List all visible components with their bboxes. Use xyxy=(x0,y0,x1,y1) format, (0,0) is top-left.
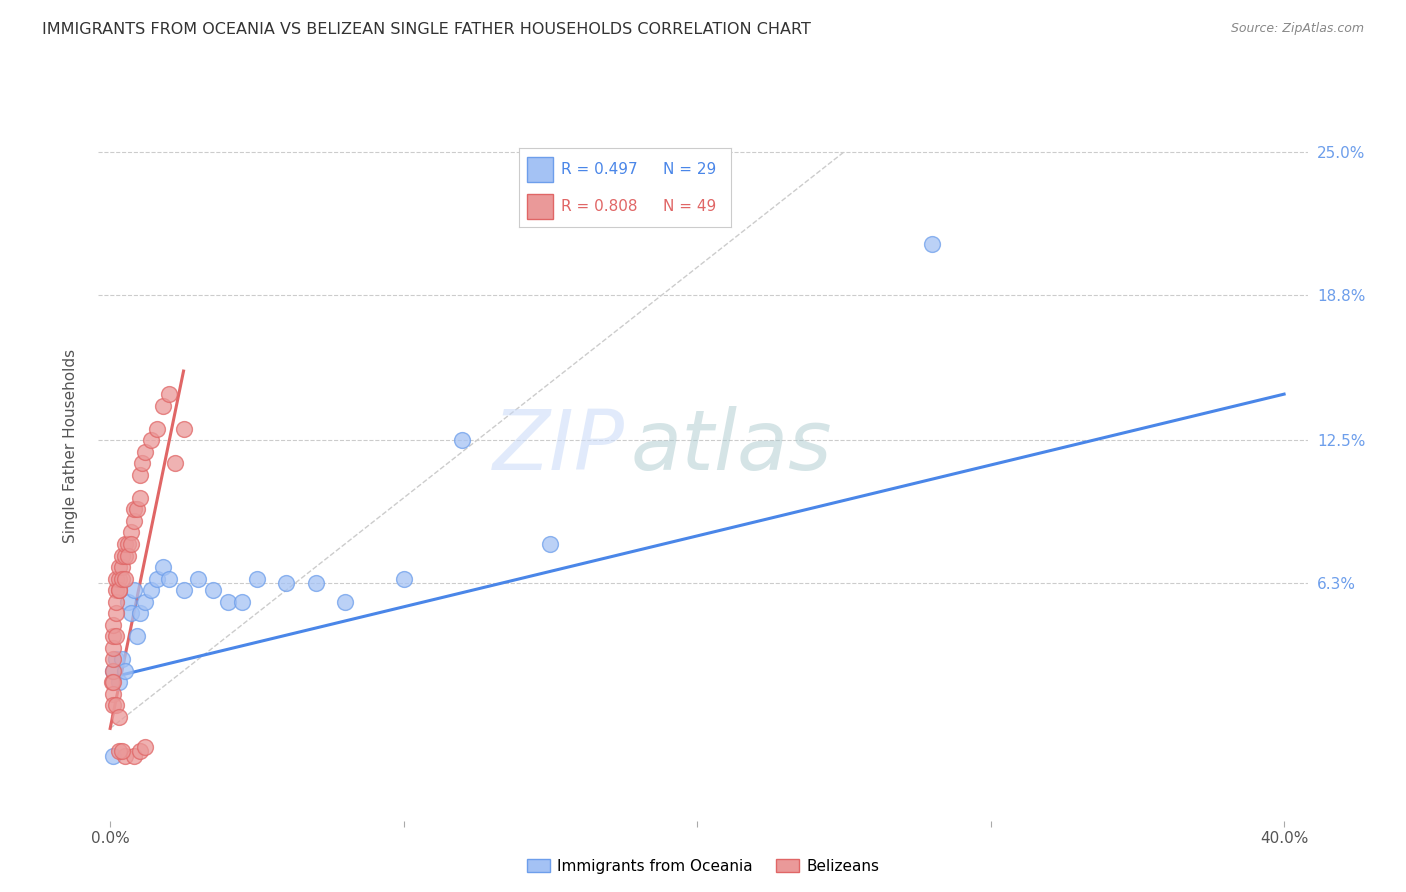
Point xyxy=(231,594,253,608)
Point xyxy=(101,675,124,690)
Point xyxy=(122,749,145,764)
Point xyxy=(392,572,415,586)
Point xyxy=(111,652,134,666)
Point xyxy=(125,502,148,516)
Point xyxy=(131,456,153,470)
Point xyxy=(146,422,169,436)
Point xyxy=(128,467,150,482)
Point xyxy=(120,537,142,551)
Legend: Immigrants from Oceania, Belizeans: Immigrants from Oceania, Belizeans xyxy=(520,853,886,880)
Point xyxy=(217,594,239,608)
FancyBboxPatch shape xyxy=(527,194,553,219)
Point xyxy=(246,572,269,586)
Point xyxy=(105,652,128,666)
Point xyxy=(538,537,561,551)
Point xyxy=(101,629,124,643)
Point xyxy=(111,572,134,586)
Point xyxy=(108,572,131,586)
Point xyxy=(122,514,145,528)
Point xyxy=(101,698,124,713)
Point xyxy=(921,237,943,252)
Point xyxy=(114,549,136,563)
Point xyxy=(128,606,150,620)
Point xyxy=(157,572,180,586)
Point xyxy=(333,594,356,608)
Point xyxy=(101,617,124,632)
Point xyxy=(128,491,150,505)
Point xyxy=(173,583,195,598)
Point xyxy=(105,606,128,620)
Point xyxy=(108,710,131,724)
Point xyxy=(114,537,136,551)
Point xyxy=(117,594,139,608)
Point xyxy=(101,664,124,678)
Point xyxy=(101,664,124,678)
Text: R = 0.808: R = 0.808 xyxy=(561,199,638,214)
Point xyxy=(451,434,474,448)
Point xyxy=(173,422,195,436)
Text: IMMIGRANTS FROM OCEANIA VS BELIZEAN SINGLE FATHER HOUSEHOLDS CORRELATION CHART: IMMIGRANTS FROM OCEANIA VS BELIZEAN SING… xyxy=(42,22,811,37)
Point xyxy=(146,572,169,586)
Point xyxy=(304,576,326,591)
Point xyxy=(105,594,128,608)
Point xyxy=(111,744,134,758)
Point xyxy=(101,687,124,701)
Point xyxy=(108,675,131,690)
Point xyxy=(120,606,142,620)
Point xyxy=(101,640,124,655)
Point xyxy=(152,560,174,574)
Point xyxy=(101,749,124,764)
Point xyxy=(276,576,298,591)
Point xyxy=(117,549,139,563)
Point xyxy=(105,698,128,713)
Point xyxy=(141,434,163,448)
Point xyxy=(134,444,156,458)
FancyBboxPatch shape xyxy=(527,157,553,182)
Point xyxy=(201,583,224,598)
Point xyxy=(105,629,128,643)
Point xyxy=(125,629,148,643)
Point xyxy=(108,560,131,574)
Text: atlas: atlas xyxy=(630,406,832,486)
Point xyxy=(120,525,142,540)
Point xyxy=(114,749,136,764)
Point xyxy=(141,583,163,598)
Point xyxy=(101,652,124,666)
Point xyxy=(163,456,186,470)
Point xyxy=(105,572,128,586)
Text: N = 49: N = 49 xyxy=(664,199,717,214)
Point xyxy=(100,675,122,690)
Point xyxy=(114,572,136,586)
Point xyxy=(152,399,174,413)
Text: Source: ZipAtlas.com: Source: ZipAtlas.com xyxy=(1230,22,1364,36)
Point xyxy=(114,664,136,678)
Point xyxy=(105,583,128,598)
Point xyxy=(108,583,131,598)
Text: N = 29: N = 29 xyxy=(664,162,717,178)
Point xyxy=(128,744,150,758)
Text: ZIP: ZIP xyxy=(492,406,624,486)
Point xyxy=(111,560,134,574)
Point xyxy=(111,549,134,563)
Point xyxy=(108,744,131,758)
Text: R = 0.497: R = 0.497 xyxy=(561,162,638,178)
Point xyxy=(134,739,156,754)
Point xyxy=(157,387,180,401)
Point xyxy=(122,583,145,598)
Point xyxy=(117,537,139,551)
Point xyxy=(187,572,209,586)
Point xyxy=(122,502,145,516)
Point xyxy=(108,583,131,598)
Point xyxy=(134,594,156,608)
Y-axis label: Single Father Households: Single Father Households xyxy=(63,349,77,543)
